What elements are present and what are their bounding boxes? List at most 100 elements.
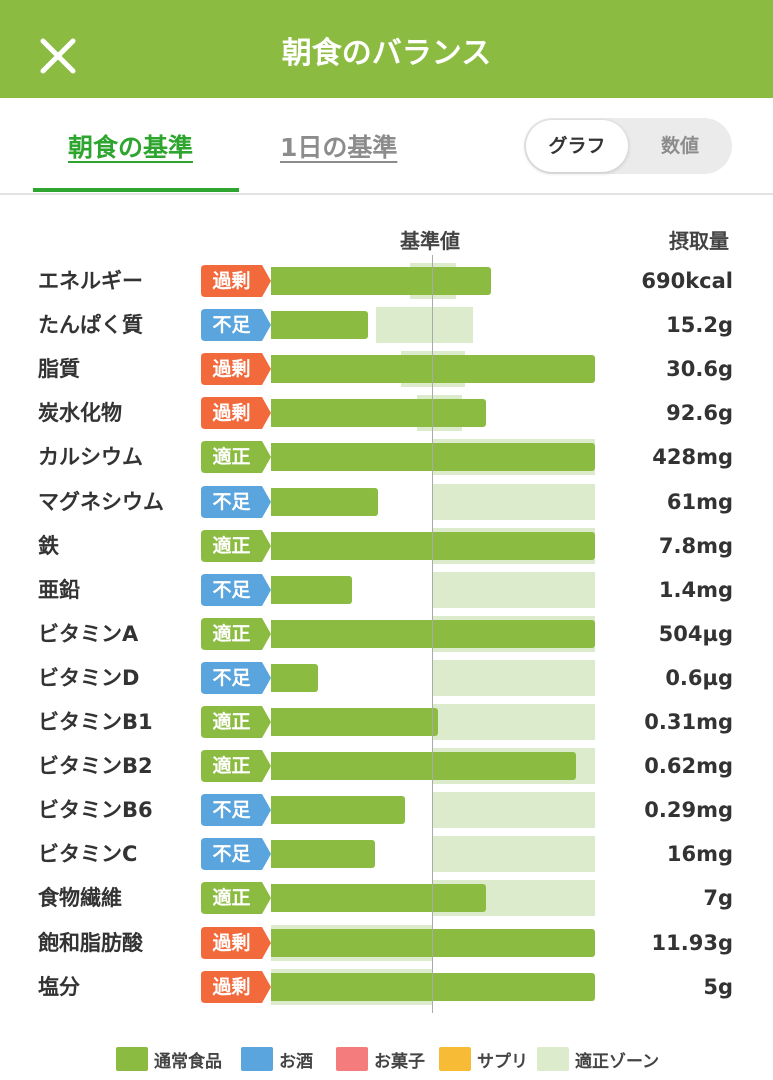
status-label: 不足 — [212, 666, 251, 689]
status-badge: 適正 — [201, 882, 271, 915]
appropriate-zone — [376, 307, 474, 344]
intake-value: 7.8mg — [658, 533, 733, 558]
legend-label: お菓子 — [374, 1051, 425, 1072]
badge-arrow-shape — [201, 309, 271, 342]
badge-arrow-shape — [201, 794, 271, 827]
legend-item: サプリ — [439, 1045, 528, 1073]
status-label: 過剰 — [212, 975, 251, 998]
status-badge: 過剰 — [201, 397, 271, 430]
nutrient-name: 亜鉛 — [38, 577, 80, 602]
nutrient-name: ビタミンD — [38, 665, 140, 690]
intake-value: 504µg — [658, 621, 733, 646]
nutrient-row: たんぱく質 不足 15.2g — [0, 303, 773, 347]
intake-value: 5g — [703, 974, 733, 999]
intake-value: 1.4mg — [658, 577, 733, 602]
intake-bar — [271, 663, 318, 692]
nutrient-row: 食物繊維 適正 7g — [0, 876, 773, 920]
status-badge: 適正 — [201, 529, 271, 562]
nutrient-name: たんぱく質 — [38, 313, 143, 338]
nutrient-row: 鉄 適正 7.8mg — [0, 524, 773, 568]
nutrient-row: カルシウム 適正 428mg — [0, 435, 773, 479]
nutrient-row: 塩分 過剰 5g — [0, 965, 773, 1009]
badge-arrow-shape — [201, 926, 271, 959]
nutrient-row: ビタミンB2 適正 0.62mg — [0, 744, 773, 788]
status-badge: 過剰 — [201, 265, 271, 297]
appropriate-zone — [433, 704, 595, 740]
legend-label: 通常食品 — [154, 1051, 222, 1072]
status-label: 適正 — [212, 755, 251, 778]
toggle-graph[interactable]: グラフ — [526, 120, 628, 172]
status-label: 過剰 — [212, 931, 251, 954]
status-label: 過剰 — [212, 270, 251, 292]
legend-swatch — [439, 1047, 471, 1071]
nutrient-name: マグネシウム — [38, 489, 164, 514]
nutrient-name: ビタミンB2 — [38, 754, 153, 779]
active-tab-indicator — [33, 188, 239, 192]
status-label: 過剰 — [212, 402, 251, 425]
tab-daily-standard[interactable]: 1日の基準 — [280, 133, 398, 162]
nutrient-row: 脂質 過剰 30.6g — [0, 347, 773, 391]
status-label: 不足 — [212, 799, 251, 822]
status-badge: 不足 — [201, 794, 271, 827]
status-badge: 適正 — [201, 706, 271, 738]
status-label: 適正 — [212, 534, 251, 557]
legend-swatch — [116, 1047, 148, 1071]
status-badge: 過剰 — [201, 926, 271, 959]
tabs-divider — [0, 193, 773, 195]
intake-bar — [271, 752, 576, 781]
legend-item: 適正ゾーン — [537, 1045, 659, 1073]
column-header-intake: 摂取量 — [669, 229, 729, 253]
intake-value: 690kcal — [641, 269, 733, 293]
intake-bar — [271, 619, 595, 648]
intake-bar — [271, 267, 492, 295]
nutrient-row: マグネシウム 不足 61mg — [0, 480, 773, 524]
status-badge: 過剰 — [201, 353, 271, 386]
badge-arrow-shape — [201, 617, 271, 650]
intake-bar — [271, 311, 369, 340]
intake-bar — [271, 884, 487, 913]
reference-line — [432, 255, 433, 1013]
intake-bar — [271, 708, 438, 736]
legend-swatch — [336, 1047, 368, 1071]
intake-value: 16mg — [666, 842, 733, 867]
intake-bar — [271, 575, 352, 604]
nutrient-row: 飽和脂肪酸 過剰 11.93g — [0, 921, 773, 965]
status-label: 不足 — [212, 314, 251, 337]
status-label: 適正 — [212, 711, 251, 733]
nutrient-name: 食物繊維 — [38, 886, 122, 911]
status-badge: 不足 — [201, 661, 271, 694]
intake-bar — [271, 796, 406, 825]
close-button[interactable] — [36, 34, 80, 78]
status-label: 不足 — [212, 843, 251, 866]
status-badge: 過剰 — [201, 970, 271, 1003]
nutrient-name: エネルギー — [38, 269, 143, 293]
toggle-numeric[interactable]: 数値 — [660, 135, 699, 157]
intake-bar — [271, 928, 595, 957]
badge-arrow-shape — [201, 397, 271, 430]
nutrient-name: 塩分 — [38, 974, 80, 999]
intake-bar — [271, 443, 595, 472]
column-header-base: 基準値 — [400, 229, 460, 253]
badge-arrow-shape — [201, 485, 271, 518]
status-label: 不足 — [212, 578, 251, 601]
appropriate-zone — [433, 659, 595, 696]
intake-bar — [271, 531, 595, 560]
legend-label: 適正ゾーン — [575, 1051, 660, 1072]
badge-arrow-shape — [201, 265, 271, 297]
intake-value: 0.31mg — [644, 710, 733, 734]
nutrient-row: ビタミンB6 不足 0.29mg — [0, 788, 773, 832]
intake-value: 0.62mg — [644, 754, 733, 779]
tab-breakfast-standard[interactable]: 朝食の基準 — [68, 133, 194, 162]
nutrient-name: ビタミンB6 — [38, 798, 153, 823]
status-badge: 適正 — [201, 441, 271, 474]
page-title: 朝食のバランス — [281, 36, 492, 71]
nutrient-row: 亜鉛 不足 1.4mg — [0, 568, 773, 612]
intake-value: 15.2g — [666, 313, 733, 338]
legend-item: 通常食品 — [116, 1045, 222, 1073]
intake-bar — [271, 840, 375, 869]
badge-arrow-shape — [201, 750, 271, 783]
nutrient-row: ビタミンB1 適正 0.31mg — [0, 700, 773, 744]
status-label: 過剰 — [212, 358, 251, 381]
close-icon — [40, 38, 76, 74]
status-badge: 適正 — [201, 617, 271, 650]
